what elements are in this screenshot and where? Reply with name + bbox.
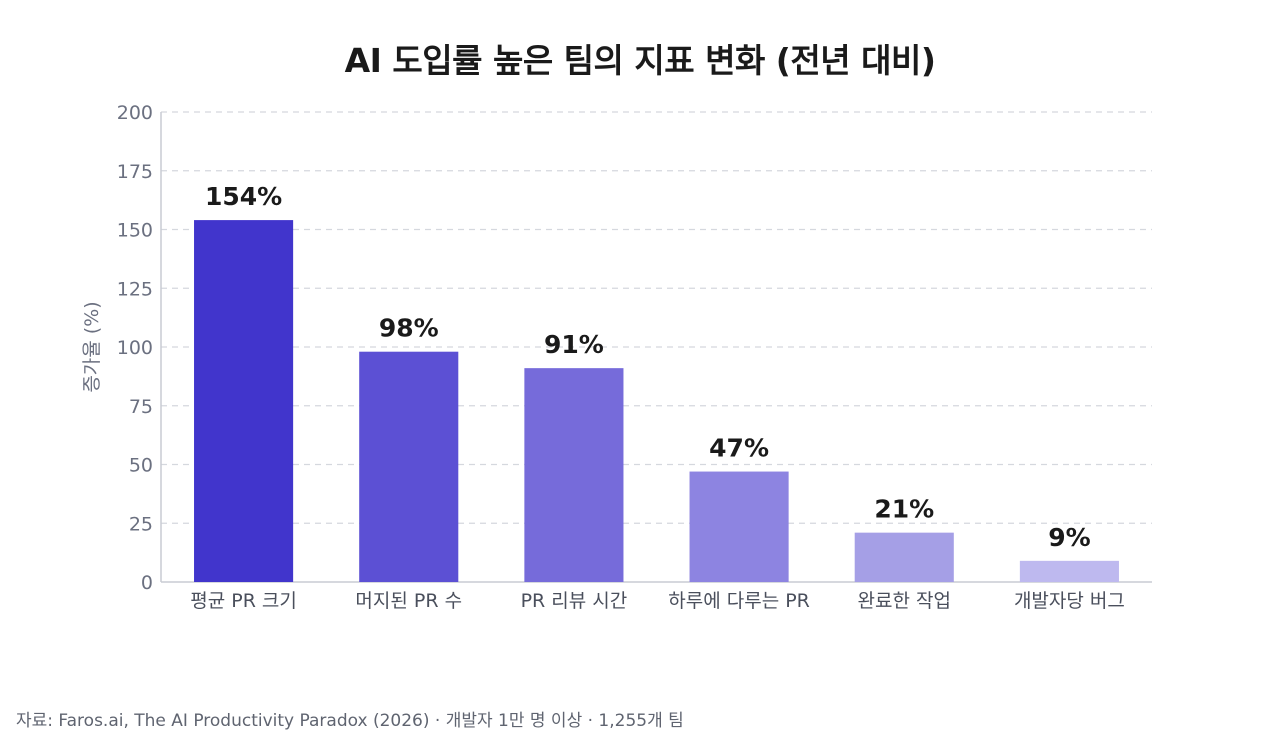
bar (194, 220, 294, 582)
source-note: 자료: Faros.ai, The AI Productivity Parado… (16, 711, 684, 731)
x-tick-label: 머지된 PR 수 (355, 590, 462, 612)
y-tick-label: 0 (141, 572, 153, 594)
data-label: 9% (1048, 523, 1090, 552)
data-labels: 154% 98% 91% 47% 21% 9% (205, 182, 1091, 552)
data-label: 98% (379, 314, 439, 343)
x-tick-label: 완료한 작업 (858, 590, 951, 612)
gridlines (161, 111, 1152, 524)
bar (1019, 560, 1119, 582)
y-tick-label: 200 (117, 102, 153, 124)
bars (194, 220, 1119, 582)
data-label: 47% (709, 434, 769, 463)
y-tick-label: 25 (129, 513, 153, 535)
x-tick-label: 평균 PR 크기 (190, 590, 297, 612)
bar (689, 471, 789, 582)
y-axis-title: 증가율 (%) (81, 301, 103, 392)
x-tick-label: 개발자당 버그 (1014, 590, 1125, 612)
y-tick-label: 50 (129, 455, 153, 477)
y-tick-label: 150 (117, 220, 153, 242)
bar (854, 532, 954, 582)
y-tick-labels: 0 25 50 75 100 125 150 175 200 (117, 102, 153, 594)
data-label: 21% (874, 495, 934, 524)
data-label: 91% (544, 330, 604, 359)
x-tick-label: 하루에 다루는 PR (668, 590, 810, 612)
x-tick-label: PR 리뷰 시간 (521, 590, 628, 612)
y-tick-label: 175 (117, 161, 153, 183)
x-tick-labels: 평균 PR 크기 머지된 PR 수 PR 리뷰 시간 하루에 다루는 PR 완료한 작업… (190, 590, 1125, 612)
axes (160, 112, 1152, 583)
chart-title: AI 도입률 높은 팀의 지표 변화 (전년 대비) (344, 41, 936, 80)
y-tick-label: 75 (129, 396, 153, 418)
y-tick-label: 100 (117, 337, 153, 359)
y-tick-label: 125 (117, 278, 153, 300)
bar (524, 368, 624, 582)
data-label: 154% (205, 182, 282, 211)
bar (359, 351, 459, 582)
